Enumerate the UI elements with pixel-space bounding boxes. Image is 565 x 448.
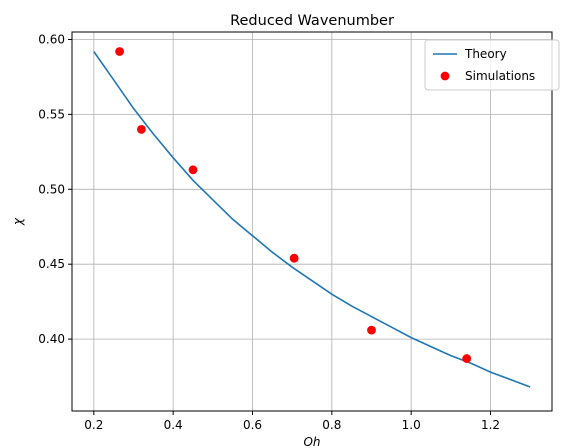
legend-label: Simulations <box>465 69 535 83</box>
x-tick-label: 1.2 <box>481 418 500 432</box>
legend: Theory Simulations <box>424 39 560 91</box>
y-tick-label: 0.50 <box>38 182 65 196</box>
y-tick-label: 0.60 <box>38 32 65 46</box>
x-tick-label: 0.8 <box>322 418 341 432</box>
legend-swatch-simulations <box>440 71 450 81</box>
plot-area <box>93 47 531 388</box>
data-point-simulation <box>289 253 299 263</box>
legend-label: Theory <box>464 47 507 61</box>
chart-title: Reduced Wavenumber <box>230 13 394 29</box>
series-line-theory <box>93 51 531 388</box>
data-point-simulation <box>115 47 125 56</box>
x-tick-label: 1.0 <box>402 418 421 432</box>
legend-box <box>424 39 560 91</box>
axes-frame <box>71 31 553 412</box>
x-tick-label: 0.6 <box>243 418 262 432</box>
data-point-simulation <box>367 325 376 335</box>
data-point-simulation <box>462 354 472 363</box>
x-axis-label: Oh <box>303 435 320 448</box>
y-tick-label: 0.55 <box>38 107 65 121</box>
y-tick-label: 0.40 <box>38 332 65 346</box>
data-point-simulation <box>188 165 198 175</box>
data-point-simulation <box>137 124 146 134</box>
x-tick-label: 0.4 <box>164 418 183 432</box>
x-tick-label: 0.2 <box>84 418 103 432</box>
y-tick-label: 0.45 <box>38 257 65 271</box>
y-axis-label: χ <box>11 217 25 226</box>
ticks: 0.2 0.4 0.6 0.8 1.0 1.2 0.40 0.45 0.50 0.55 0.60 <box>38 32 500 432</box>
grid <box>72 32 552 411</box>
